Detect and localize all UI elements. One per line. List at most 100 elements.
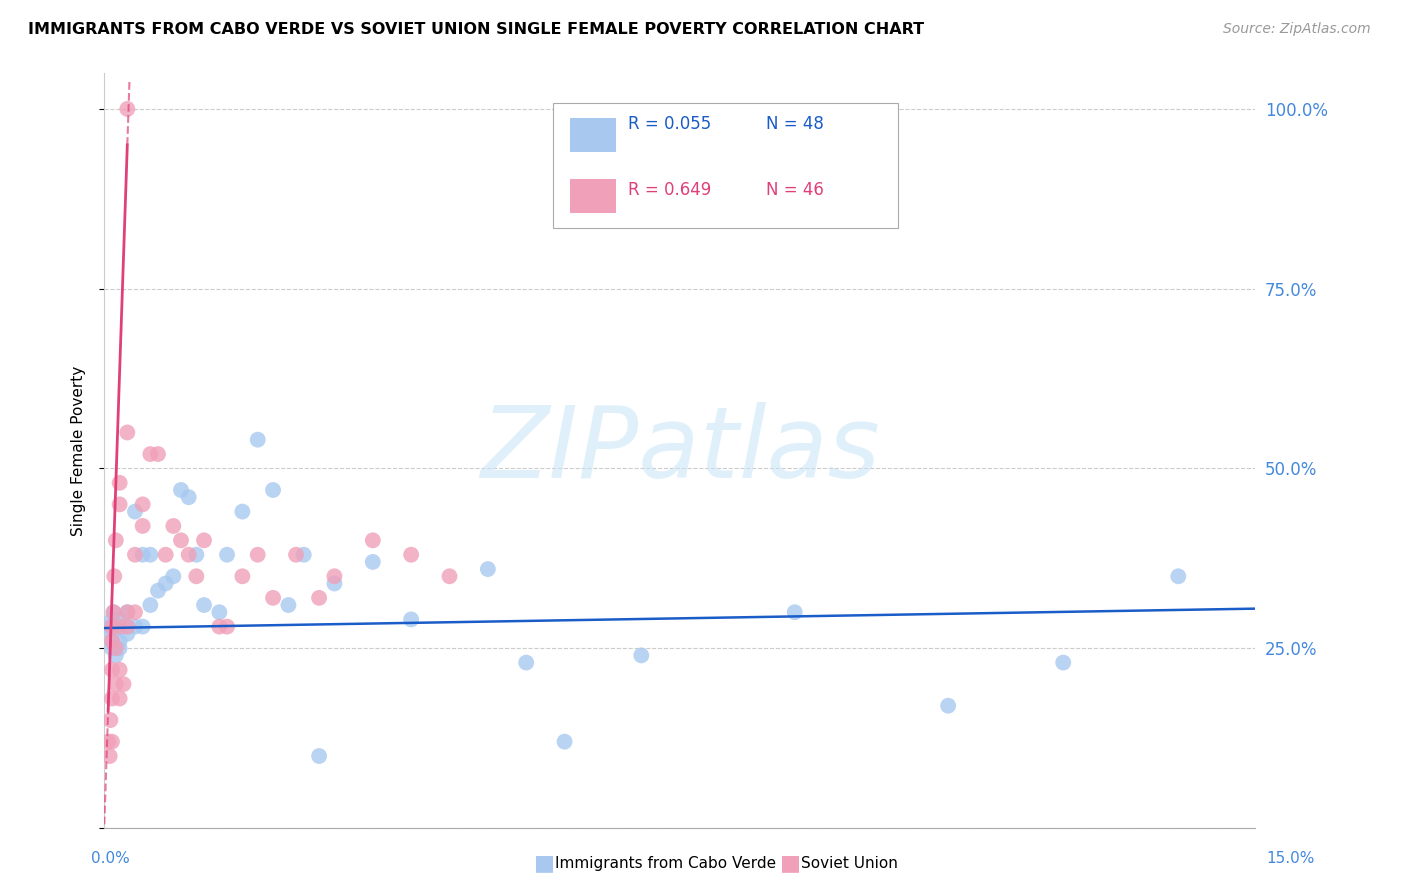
Point [139, 447, 162, 461]
Text: 0.0%: 0.0% [91, 852, 131, 866]
Point [108, 475, 131, 490]
Point [117, 627, 139, 641]
Point [108, 619, 131, 633]
Point [323, 576, 346, 591]
Point [292, 548, 315, 562]
Point [117, 605, 139, 619]
Point [108, 619, 131, 633]
Point [101, 627, 124, 641]
Point [98, 749, 121, 764]
Point [124, 548, 146, 562]
Point [100, 619, 122, 633]
Point [630, 648, 652, 663]
Point [515, 656, 537, 670]
Point [215, 548, 238, 562]
Point [117, 425, 139, 440]
Point [146, 447, 169, 461]
Point [101, 663, 124, 677]
Point [277, 598, 299, 612]
Point [104, 533, 127, 548]
Point [186, 569, 208, 583]
Point [1167, 569, 1189, 583]
Point [477, 562, 499, 576]
Point [783, 605, 806, 619]
Point [262, 483, 284, 497]
Point [361, 533, 384, 548]
Bar [571, 119, 616, 153]
Y-axis label: Single Female Poverty: Single Female Poverty [72, 366, 86, 535]
Point [104, 677, 127, 691]
Point [186, 548, 208, 562]
Point [124, 505, 146, 519]
Point [131, 519, 153, 533]
Point [108, 634, 131, 648]
Point [323, 569, 346, 583]
Point [155, 548, 177, 562]
Point [170, 483, 193, 497]
Point [308, 591, 330, 605]
Text: IMMIGRANTS FROM CABO VERDE VS SOVIET UNION SINGLE FEMALE POVERTY CORRELATION CHA: IMMIGRANTS FROM CABO VERDE VS SOVIET UNI… [28, 22, 924, 37]
Point [155, 576, 177, 591]
Text: 15.0%: 15.0% [1267, 852, 1315, 866]
Point [108, 691, 131, 706]
Point [162, 569, 184, 583]
Point [936, 698, 959, 713]
Point [1052, 656, 1074, 670]
Point [162, 519, 184, 533]
Point [246, 548, 269, 562]
Point [208, 619, 231, 633]
Point [101, 634, 124, 648]
Point [101, 612, 124, 626]
Point [101, 641, 124, 656]
Point [262, 591, 284, 605]
Point [193, 533, 215, 548]
Point [399, 548, 422, 562]
Point [308, 749, 330, 764]
Point [139, 548, 162, 562]
Text: Source: ZipAtlas.com: Source: ZipAtlas.com [1223, 22, 1371, 37]
Text: Soviet Union: Soviet Union [801, 856, 898, 871]
Text: Immigrants from Cabo Verde: Immigrants from Cabo Verde [555, 856, 776, 871]
Text: N = 48: N = 48 [766, 115, 824, 133]
Point [131, 619, 153, 633]
Point [117, 605, 139, 619]
Point [101, 634, 124, 648]
Text: ■: ■ [780, 854, 801, 873]
Point [100, 713, 122, 727]
Point [231, 569, 253, 583]
Point [104, 641, 127, 656]
Text: ■: ■ [534, 854, 555, 873]
Point [231, 505, 253, 519]
Point [117, 619, 139, 633]
Bar [571, 178, 616, 212]
Text: R = 0.055: R = 0.055 [628, 115, 711, 133]
Point [131, 497, 153, 511]
Point [101, 619, 124, 633]
Point [554, 734, 576, 748]
Point [131, 548, 153, 562]
Point [139, 598, 162, 612]
Point [170, 533, 193, 548]
Point [177, 490, 200, 504]
Point [103, 619, 125, 633]
Point [103, 569, 125, 583]
Point [215, 619, 238, 633]
Point [104, 648, 127, 663]
Point [117, 619, 139, 633]
Point [97, 734, 120, 748]
Point [112, 677, 135, 691]
Point [177, 548, 200, 562]
Point [285, 548, 308, 562]
Point [108, 612, 131, 626]
Point [103, 605, 125, 619]
Point [193, 598, 215, 612]
Text: R = 0.649: R = 0.649 [628, 181, 711, 199]
Text: N = 46: N = 46 [766, 181, 824, 199]
Point [108, 663, 131, 677]
Point [124, 619, 146, 633]
Point [101, 691, 124, 706]
Point [117, 102, 139, 116]
Point [124, 605, 146, 619]
Bar [553, 103, 898, 227]
Point [108, 641, 131, 656]
